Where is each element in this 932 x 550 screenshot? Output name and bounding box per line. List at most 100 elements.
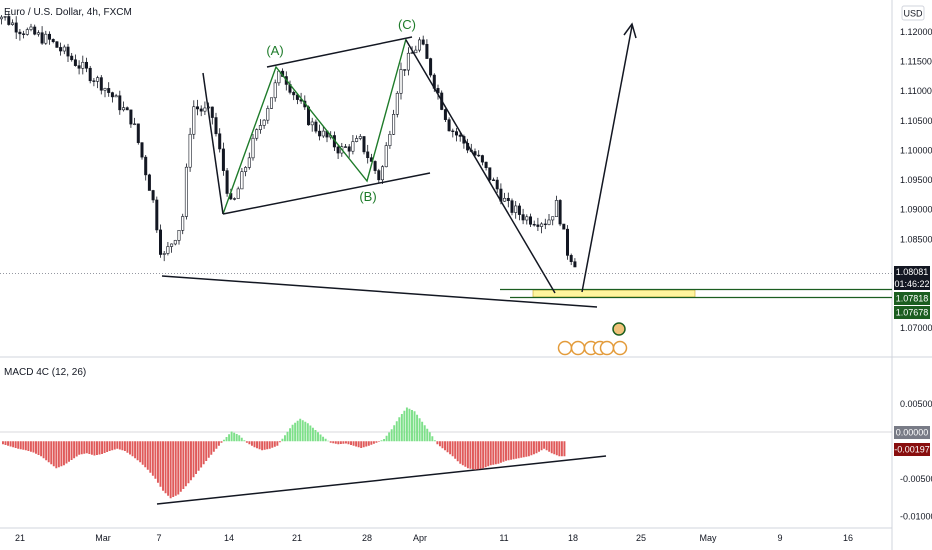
macd-bar — [378, 441, 380, 442]
price-tick-label: 1.09500 — [900, 175, 932, 185]
last-price-tag[interactable] — [894, 266, 930, 278]
decline-line[interactable] — [405, 39, 556, 294]
macd-bar — [220, 441, 223, 443]
macd-bar — [190, 441, 192, 481]
currency-badge[interactable] — [901, 5, 925, 21]
macd-bar — [111, 441, 114, 451]
macd-bar — [538, 441, 540, 452]
macd-trendline[interactable] — [156, 455, 607, 505]
macd-bar — [289, 428, 292, 442]
flag-icon[interactable] — [570, 340, 586, 356]
candle-body — [521, 214, 525, 221]
candle-body — [384, 145, 388, 168]
macd-bar — [40, 441, 43, 457]
candle-body — [181, 216, 185, 231]
candle-body — [417, 39, 421, 51]
macd-bar — [395, 421, 398, 442]
macd-bar — [413, 411, 416, 442]
time-tick-label: 9 — [777, 533, 782, 543]
abc-wave-line[interactable] — [222, 38, 407, 215]
upper-channel-line[interactable] — [266, 36, 413, 68]
macd-bar — [390, 429, 393, 442]
time-tick-label: May — [699, 533, 717, 543]
candle-body — [73, 59, 77, 66]
macd-title[interactable]: MACD 4C (12, 26) — [4, 367, 86, 378]
macd-bar — [210, 441, 213, 455]
candle-body — [166, 246, 170, 254]
macd-bar — [98, 441, 101, 455]
macd-bar — [215, 441, 218, 449]
macd-bar — [141, 441, 144, 465]
macd-bar — [314, 430, 317, 442]
candle-body — [458, 134, 462, 137]
price-tick-label: 1.11000 — [900, 86, 932, 96]
macd-bar — [433, 440, 436, 442]
candle-body — [136, 123, 140, 143]
macd-bar — [489, 441, 492, 466]
target-high-tag[interactable] — [894, 292, 930, 305]
candle-body — [565, 228, 569, 256]
symbol-title[interactable]: Euro / U.S. Dollar, 4h, FXCM — [4, 7, 132, 18]
macd-bar — [426, 428, 429, 442]
macd-bar — [101, 441, 104, 454]
time-tick-label: 21 — [15, 533, 25, 543]
macd-bar — [438, 441, 441, 447]
candle-body — [292, 92, 296, 96]
macd-bar — [192, 441, 195, 478]
candle-body — [399, 69, 403, 94]
candle-body — [147, 174, 151, 191]
last-price-value: 1.08081 — [896, 267, 929, 277]
projection-arrow[interactable] — [581, 25, 633, 293]
time-tick-label: 18 — [568, 533, 578, 543]
macd-bar — [324, 438, 327, 442]
impulse-down-line[interactable] — [202, 72, 224, 215]
macd-bar — [14, 441, 17, 448]
economic-events[interactable] — [557, 322, 628, 356]
macd-bar — [555, 441, 558, 456]
candle-body — [480, 155, 484, 163]
macd-bar — [217, 441, 220, 446]
macd-bar — [68, 441, 70, 462]
candle-body — [133, 123, 137, 125]
time-axis-ticks: 21 Mar 7 14 21 28 Apr 11 18 25 May 9 16 — [15, 533, 853, 543]
candle-body — [266, 108, 270, 121]
target-high-value: 1.07818 — [896, 294, 929, 304]
candle-body — [318, 130, 322, 137]
candle-body — [421, 39, 425, 45]
candle-body — [573, 261, 577, 268]
macd-bar — [444, 441, 446, 451]
macd-zero-tag — [894, 426, 930, 439]
macd-bar — [525, 441, 528, 457]
macd-bar — [563, 441, 566, 457]
macd-bar — [540, 441, 543, 451]
candle-body — [159, 229, 163, 255]
macd-bar — [156, 441, 159, 483]
macd-bar — [172, 441, 175, 497]
macd-bar — [499, 441, 502, 463]
macd-bar — [281, 438, 284, 442]
flag-icon[interactable] — [557, 340, 573, 356]
macd-bar — [545, 441, 548, 451]
drawing-layer[interactable] — [156, 22, 637, 505]
macd-bar — [380, 440, 383, 442]
candlestick-series — [0, 11, 577, 268]
candle-body — [14, 22, 18, 33]
flag-icon[interactable] — [599, 340, 615, 356]
macd-bar — [558, 441, 561, 457]
target-low-tag[interactable] — [894, 306, 930, 319]
macd-bar — [245, 441, 248, 443]
macd-histogram — [2, 407, 566, 499]
price-tick-label: 1.09000 — [900, 205, 932, 215]
flag-icon[interactable] — [612, 340, 628, 356]
candle-body — [66, 46, 70, 57]
macd-value-tag[interactable] — [894, 443, 930, 456]
support-trendline[interactable] — [161, 275, 598, 308]
candle-body — [551, 216, 555, 221]
target-zone[interactable] — [532, 289, 696, 298]
event-marker-icon[interactable] — [612, 322, 626, 336]
candle-body — [140, 142, 144, 158]
lower-channel-line[interactable] — [222, 172, 431, 215]
macd-bar — [451, 441, 454, 457]
macd-bar — [367, 441, 370, 446]
